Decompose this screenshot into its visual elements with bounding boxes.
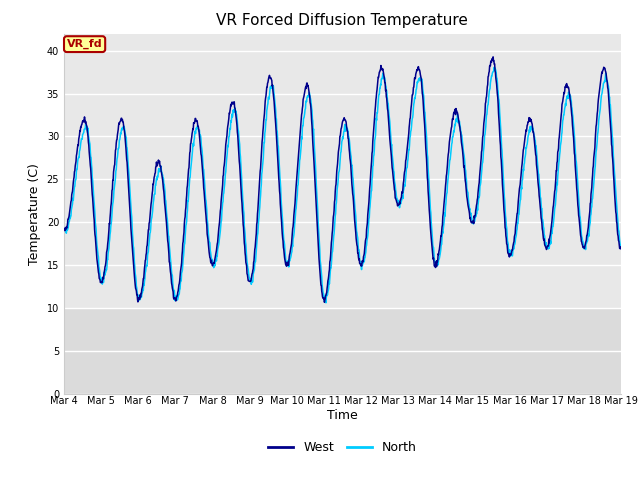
Text: VR_fd: VR_fd — [67, 39, 102, 49]
Y-axis label: Temperature (C): Temperature (C) — [28, 163, 41, 264]
Bar — [64, 308, 621, 394]
Legend: West, North: West, North — [263, 436, 422, 459]
X-axis label: Time: Time — [327, 409, 358, 422]
Title: VR Forced Diffusion Temperature: VR Forced Diffusion Temperature — [216, 13, 468, 28]
